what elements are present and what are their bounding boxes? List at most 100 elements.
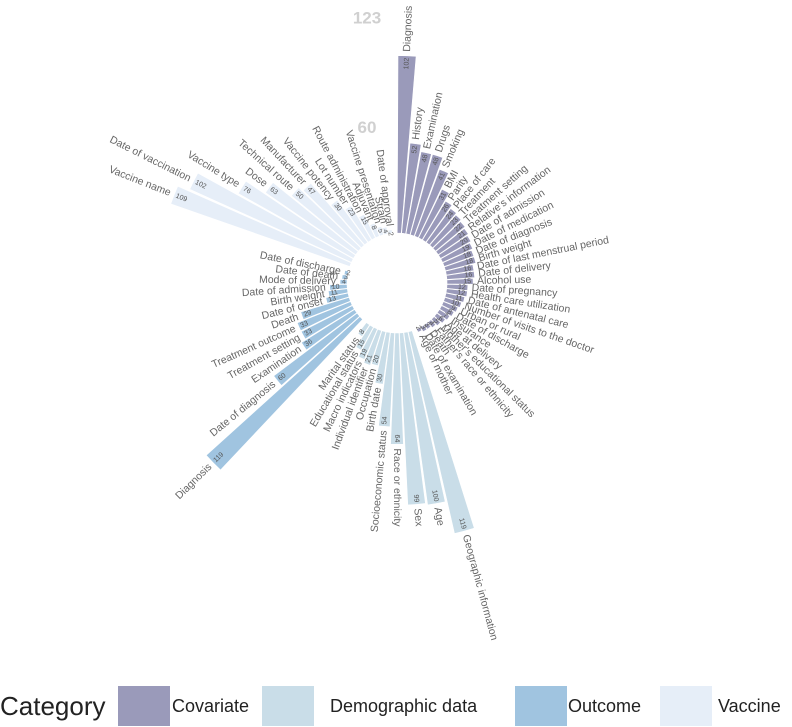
- value-label: 29: [303, 310, 313, 319]
- radial-tick-label: 60: [358, 118, 377, 137]
- bar: [189, 172, 354, 263]
- bar: [376, 226, 385, 237]
- legend-title: Category: [0, 691, 106, 721]
- bar: [446, 284, 469, 291]
- value-label: 63: [268, 186, 279, 196]
- bar: [339, 279, 348, 285]
- category-label: Alcohol use: [477, 274, 532, 287]
- bar: [443, 297, 462, 308]
- bar: [430, 316, 441, 327]
- value-label: 102: [194, 179, 208, 191]
- value-label: 5: [376, 228, 384, 234]
- value-label: 5: [432, 318, 440, 326]
- value-label: 109: [175, 193, 189, 204]
- bar: [301, 309, 358, 351]
- bar: [265, 182, 359, 256]
- bar: [438, 235, 472, 259]
- category-label: Diagnosis: [173, 461, 214, 502]
- bar: [416, 326, 423, 333]
- bar: [290, 187, 362, 252]
- value-label: 76: [242, 186, 252, 196]
- bar: [425, 208, 457, 246]
- value-label: 12: [457, 289, 466, 297]
- value-label: 15: [359, 216, 369, 226]
- bar: [442, 249, 475, 267]
- value-label: 47: [306, 186, 317, 197]
- bar: [445, 264, 475, 276]
- value-label: 16: [463, 265, 472, 273]
- value-label: 41: [437, 172, 447, 182]
- bar: [341, 274, 348, 280]
- value-label: 99: [412, 494, 420, 502]
- category-label: Socioeconomic status: [369, 430, 390, 533]
- bar: [409, 153, 444, 237]
- legend-label: Vaccine: [718, 696, 781, 716]
- value-label: 3: [344, 274, 349, 281]
- bar: [422, 200, 453, 243]
- bar: [399, 332, 426, 506]
- bar: [300, 297, 351, 320]
- bar: [357, 322, 371, 337]
- value-label: 36: [304, 338, 314, 348]
- value-label: 64: [393, 435, 400, 443]
- legend-swatch: [118, 686, 170, 726]
- value-label: 7: [441, 312, 448, 320]
- value-label: 20: [459, 237, 469, 247]
- bar: [300, 305, 355, 340]
- bar: [405, 151, 432, 236]
- value-label: 4: [427, 320, 435, 328]
- value-label: 24: [445, 210, 455, 221]
- bar: [418, 188, 450, 241]
- bar: [445, 288, 468, 298]
- value-label: 48: [432, 157, 441, 167]
- bar: [369, 222, 380, 239]
- bar: [381, 226, 389, 236]
- radial-tick-label: 123: [353, 8, 381, 27]
- bar: [441, 301, 459, 313]
- legend-swatch: [262, 686, 314, 726]
- bar: [273, 312, 361, 386]
- category-label: Strain: [372, 195, 390, 225]
- legend-label: Covariate: [172, 696, 249, 716]
- value-label: 102: [403, 58, 411, 70]
- value-label: 4: [381, 229, 389, 234]
- value-label: 11: [454, 294, 463, 303]
- bar: [325, 292, 350, 304]
- bar: [390, 332, 404, 445]
- bar: [205, 316, 364, 471]
- value-label: 20: [372, 354, 381, 363]
- value-label: 100: [430, 489, 439, 502]
- legend-label: Outcome: [568, 696, 641, 716]
- bar: [296, 301, 353, 332]
- category-label: Mode of delivery: [259, 274, 337, 288]
- bar: [355, 324, 374, 351]
- bar: [237, 180, 356, 259]
- category-label: History: [410, 106, 426, 141]
- value-label: 10: [450, 299, 460, 308]
- bar: [435, 228, 469, 256]
- bar: [170, 185, 352, 267]
- value-label: 31: [438, 191, 448, 201]
- value-label: 48: [421, 154, 430, 163]
- legend-swatch: [660, 686, 712, 726]
- value-label: 15: [463, 278, 471, 285]
- category-label: Diagnosis: [401, 5, 415, 52]
- bar: [444, 292, 466, 303]
- legend-swatch: [515, 686, 567, 726]
- bar: [414, 168, 449, 239]
- bar: [427, 319, 437, 329]
- bar: [401, 142, 422, 235]
- bar: [446, 270, 475, 280]
- bar: [407, 330, 475, 534]
- bar: [378, 332, 395, 428]
- value-label: 21: [457, 230, 468, 240]
- bar: [436, 309, 451, 321]
- bar: [371, 330, 387, 367]
- value-label: 4: [342, 279, 346, 286]
- bar: [440, 242, 474, 263]
- value-label: 13: [328, 295, 337, 304]
- bar: [396, 55, 417, 234]
- value-label: 6: [437, 315, 445, 323]
- value-label: 18: [462, 251, 472, 260]
